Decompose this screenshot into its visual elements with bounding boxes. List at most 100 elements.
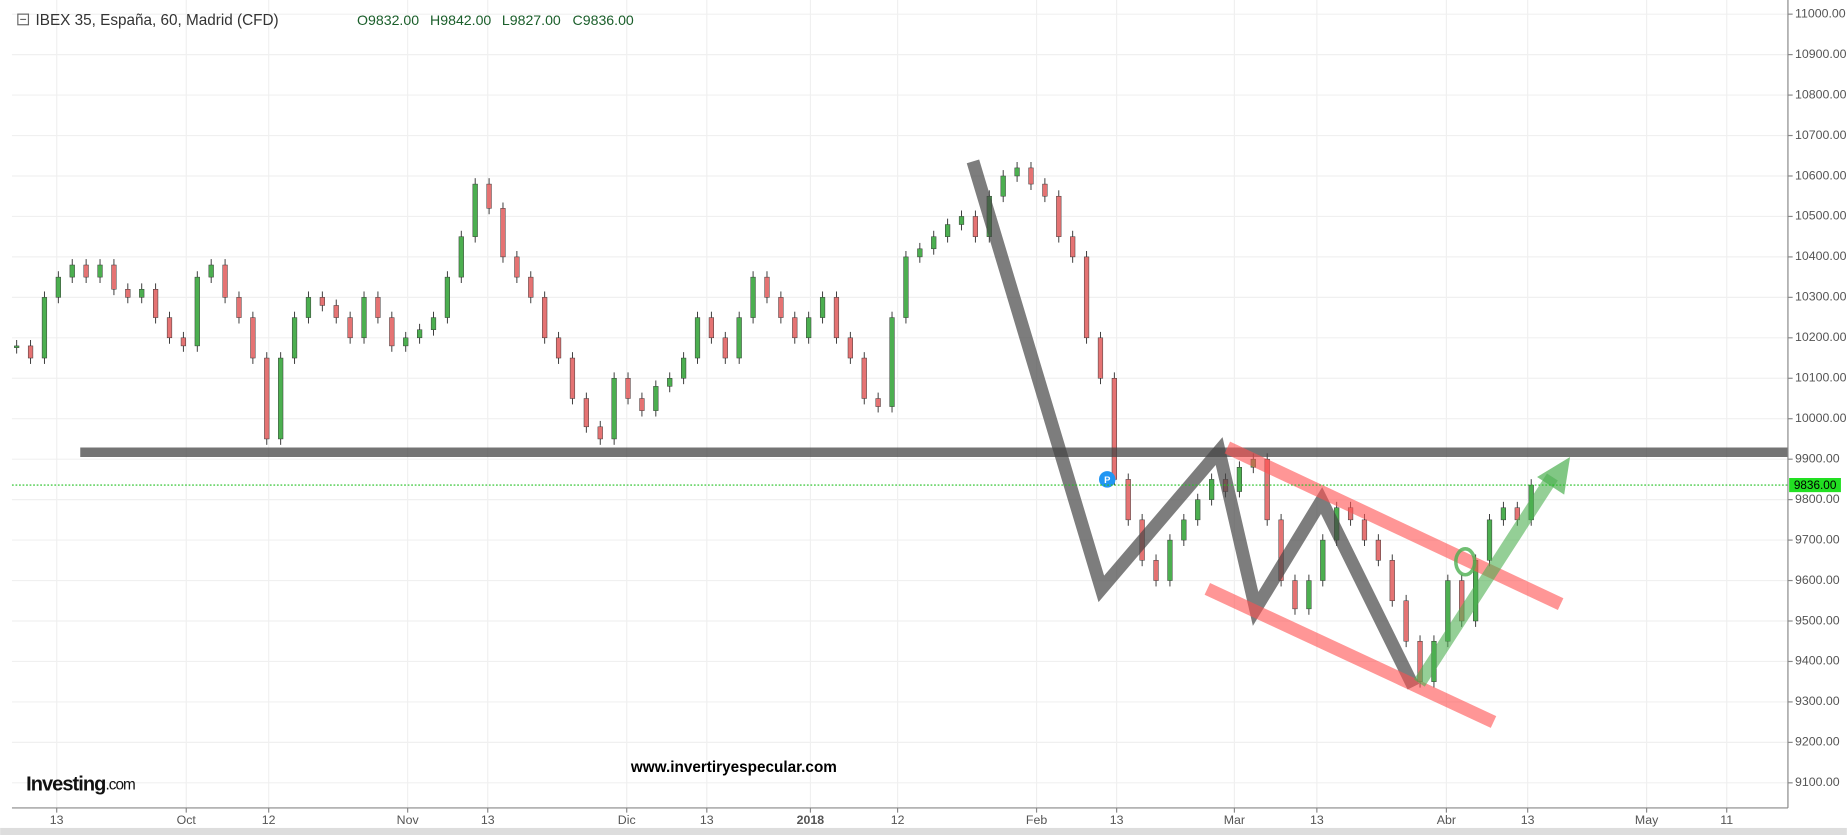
y-tick-label: 10300.00 bbox=[1795, 290, 1847, 304]
y-tick-label: 9100.00 bbox=[1795, 775, 1840, 789]
candle-body bbox=[889, 317, 895, 407]
candle-body bbox=[1278, 519, 1284, 581]
ohlc-low: L9827.00 bbox=[502, 12, 561, 28]
candle-body bbox=[417, 329, 423, 339]
logo-suffix: .com bbox=[105, 777, 135, 794]
ohlc-close: C9836.00 bbox=[573, 12, 634, 28]
candle-body bbox=[1361, 519, 1368, 541]
candle-body bbox=[1292, 580, 1298, 610]
candle-body bbox=[819, 297, 826, 318]
y-tick-label: 10800.00 bbox=[1795, 87, 1847, 101]
candle-body bbox=[806, 317, 812, 339]
candle-body bbox=[1195, 499, 1201, 521]
candle-body bbox=[1097, 337, 1104, 379]
candle-body bbox=[694, 317, 701, 359]
candle-body bbox=[1028, 167, 1034, 185]
candle-body bbox=[83, 264, 89, 278]
ohlc-high: H9842.00 bbox=[430, 12, 491, 28]
candle-body bbox=[375, 297, 381, 318]
logo: Investing.com bbox=[26, 774, 135, 796]
candle-body bbox=[778, 297, 784, 318]
candle-body bbox=[1375, 539, 1381, 561]
candle-body bbox=[722, 337, 728, 359]
candle-body bbox=[14, 345, 20, 348]
candle-body bbox=[250, 317, 256, 359]
logo-main: Investing bbox=[26, 774, 105, 796]
candle-body bbox=[750, 276, 756, 318]
y-tick-label: 10000.00 bbox=[1795, 411, 1847, 425]
y-tick-label: 9200.00 bbox=[1795, 735, 1840, 749]
x-tick-label: Dic bbox=[618, 813, 636, 827]
candle-body bbox=[1167, 539, 1173, 581]
candle-body bbox=[361, 297, 367, 339]
candle-body bbox=[500, 208, 506, 258]
candle-body bbox=[403, 337, 409, 347]
y-tick-label: 10100.00 bbox=[1795, 371, 1847, 385]
x-tick-label: 13 bbox=[50, 813, 64, 827]
candle-body bbox=[514, 256, 520, 278]
candle-body bbox=[958, 216, 965, 225]
candle-body bbox=[458, 236, 464, 278]
candle-body bbox=[917, 248, 923, 258]
x-tick-label: 13 bbox=[1110, 813, 1124, 827]
candle-body bbox=[861, 357, 867, 399]
candle-body bbox=[931, 236, 937, 250]
candle-body bbox=[139, 289, 145, 298]
candle-body bbox=[153, 289, 159, 318]
y-tick-label: 10700.00 bbox=[1795, 128, 1847, 142]
candle-body bbox=[347, 317, 353, 339]
collapse-icon bbox=[17, 13, 30, 26]
candle-body bbox=[1014, 167, 1020, 177]
candle-body bbox=[542, 297, 548, 339]
candle-body bbox=[569, 357, 576, 399]
arrow-shaft bbox=[1413, 473, 1558, 687]
candle-body bbox=[305, 297, 312, 318]
candle-body bbox=[319, 297, 325, 306]
last-price-tag bbox=[1789, 478, 1841, 493]
arrow-head bbox=[1537, 456, 1571, 495]
candle-body bbox=[736, 317, 742, 359]
candle-body bbox=[764, 276, 770, 298]
candle-body bbox=[903, 256, 909, 318]
p-icon bbox=[1098, 471, 1116, 488]
x-tick-label: Abr bbox=[1437, 813, 1456, 827]
candle-body bbox=[1056, 195, 1062, 237]
candle-body bbox=[945, 224, 951, 237]
y-tick-label: 9300.00 bbox=[1795, 694, 1840, 708]
candle-body bbox=[444, 276, 450, 318]
x-tick-label: 12 bbox=[262, 813, 276, 827]
y-tick-label: 9500.00 bbox=[1795, 613, 1840, 627]
candle-body bbox=[1236, 467, 1242, 492]
y-tick-label: 10200.00 bbox=[1795, 330, 1847, 344]
x-tick-label: 13 bbox=[481, 813, 495, 827]
candle-body bbox=[41, 297, 48, 359]
candle-body bbox=[597, 426, 603, 440]
candle-body bbox=[1042, 183, 1048, 197]
y-tick-label: 11000.00 bbox=[1795, 6, 1846, 20]
candle-body bbox=[875, 398, 881, 407]
candle-body bbox=[264, 357, 270, 440]
x-tick-label: 13 bbox=[1521, 813, 1535, 827]
x-tick-label: Feb bbox=[1026, 813, 1047, 827]
candle-body bbox=[528, 276, 534, 298]
candle-body bbox=[69, 264, 75, 278]
candle-body bbox=[1125, 479, 1131, 521]
candle-body bbox=[1000, 175, 1006, 197]
candle-body bbox=[1111, 378, 1117, 480]
candle-body bbox=[1153, 560, 1159, 581]
candle-body bbox=[1083, 256, 1090, 339]
candle-body bbox=[625, 378, 631, 399]
candle-body bbox=[1306, 580, 1312, 610]
x-tick-label: Mar bbox=[1224, 813, 1245, 827]
y-tick-label: 10600.00 bbox=[1795, 168, 1847, 182]
candle-body bbox=[583, 398, 589, 428]
candle-body bbox=[667, 378, 673, 387]
y-tick-label: 9900.00 bbox=[1795, 451, 1840, 465]
p-icon-text: P bbox=[1104, 474, 1110, 485]
candle-body bbox=[222, 264, 228, 298]
last-price-label: 9836.00 bbox=[1794, 479, 1837, 492]
watermark: www.invertiryespecular.com bbox=[630, 759, 837, 776]
candle-body bbox=[555, 337, 562, 359]
